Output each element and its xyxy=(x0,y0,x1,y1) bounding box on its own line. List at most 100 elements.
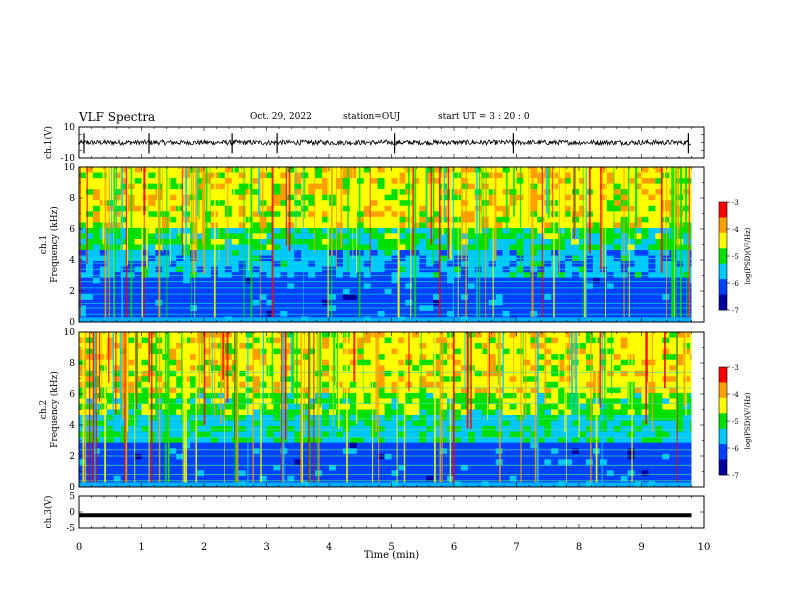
spectro-cell xyxy=(190,415,198,421)
spectro-cell xyxy=(391,376,399,383)
spectro-cell xyxy=(544,261,552,267)
spectro-cell xyxy=(474,288,483,295)
spectro-cell xyxy=(92,261,101,267)
spectro-cell xyxy=(460,244,469,251)
spectro-cell xyxy=(599,211,608,218)
spectro-cell xyxy=(558,381,566,388)
spectro-cell xyxy=(523,392,531,399)
spectro-cell xyxy=(391,222,399,229)
spectro-cell xyxy=(467,205,476,212)
spectro-cell xyxy=(363,167,371,173)
spectro-cell xyxy=(120,459,128,466)
spectro-cell xyxy=(454,294,462,301)
spectro-cell xyxy=(106,189,115,195)
spectro-cell xyxy=(502,437,510,444)
spectro-cell xyxy=(613,178,621,184)
spectro-cell xyxy=(99,431,108,438)
spectro-cell xyxy=(134,277,142,284)
spectro-cell xyxy=(454,343,462,349)
spectro-cell xyxy=(579,222,587,229)
spectro-cell xyxy=(113,167,121,173)
spectro-cell xyxy=(113,442,121,449)
spectro-cell xyxy=(634,365,642,372)
spectro-cell xyxy=(460,205,469,212)
spectro-cell xyxy=(252,200,260,207)
spectro-cell xyxy=(454,453,462,460)
spectro-cell xyxy=(579,365,587,372)
spectro-cell xyxy=(217,464,226,471)
spectro-cell xyxy=(106,448,115,455)
spectro-cell xyxy=(648,222,656,229)
spectro-cell xyxy=(502,288,510,295)
spectro-cell xyxy=(454,211,462,218)
spectro-cell xyxy=(488,194,496,201)
spectro-cell xyxy=(634,244,642,251)
spectro-cell xyxy=(238,288,246,295)
spectro-cell xyxy=(426,431,434,438)
spectro-cell xyxy=(537,404,545,410)
spectro-cell xyxy=(627,227,635,234)
spectro-cell xyxy=(426,244,434,251)
spectro-cell xyxy=(419,211,427,218)
spectro-cell xyxy=(245,448,253,455)
spectro-cell xyxy=(585,332,594,338)
spectro-cell xyxy=(204,415,212,421)
spectro-cell xyxy=(329,354,337,360)
spectro-cell xyxy=(335,420,344,427)
spectro-cell xyxy=(537,464,545,471)
spectro-cell xyxy=(530,442,538,449)
spectro-cell xyxy=(197,172,205,179)
spectro-cell xyxy=(530,277,538,284)
spectro-cell xyxy=(245,332,253,338)
spectro-cell xyxy=(204,222,212,229)
spectro-cell xyxy=(398,392,406,399)
spectro-cell xyxy=(204,244,212,251)
spectro-cell xyxy=(252,310,260,317)
spectro-cell xyxy=(530,420,538,427)
spectro-cell xyxy=(634,178,642,184)
spectro-cell xyxy=(113,404,121,410)
spectro-cell xyxy=(273,211,281,218)
spectro-cell xyxy=(551,415,559,421)
spectro-cell xyxy=(551,359,559,366)
spectro-cell xyxy=(197,420,205,427)
spectro-cell xyxy=(558,365,566,372)
spectro-cell xyxy=(308,475,316,482)
spectro-cell xyxy=(92,299,101,306)
spectro-cell xyxy=(322,431,330,438)
spectro-cell xyxy=(412,415,420,421)
spectro-cell xyxy=(579,426,587,432)
spectro-cell xyxy=(79,200,87,207)
spectro-cell xyxy=(204,437,212,444)
spectro-cell xyxy=(266,261,274,267)
spectro-cell xyxy=(370,239,378,245)
spectro-cell xyxy=(85,233,94,240)
spectro-cell xyxy=(572,277,580,284)
spectro-cell xyxy=(169,205,177,212)
spectro-cell xyxy=(627,343,635,349)
spectro-cell xyxy=(426,294,434,301)
spectro-cell xyxy=(370,370,378,377)
spectro-cell xyxy=(370,200,378,207)
spectro-cell xyxy=(169,365,177,372)
spectro-cell xyxy=(579,348,587,355)
spectro-cell xyxy=(391,216,399,223)
spectro-cell xyxy=(537,453,545,460)
spectro-cell xyxy=(495,167,503,173)
spectro-cell xyxy=(370,261,378,267)
spectro-cell xyxy=(426,387,434,394)
spectro-cell xyxy=(148,167,156,173)
spectro-cell xyxy=(662,189,670,195)
spectro-cell xyxy=(440,431,448,438)
spectro-cell xyxy=(322,250,330,256)
ch1-spectrogram-colorbar xyxy=(718,201,730,311)
spectro-cell xyxy=(419,299,427,306)
spectro-cell xyxy=(92,205,101,212)
spectro-cell xyxy=(231,288,240,295)
spectro-cell xyxy=(460,227,469,234)
spectro-cell xyxy=(579,475,587,482)
spectro-cell xyxy=(641,354,649,360)
spectro-cell xyxy=(627,233,635,240)
spectro-cell xyxy=(106,200,115,207)
spectro-cell xyxy=(322,475,330,482)
